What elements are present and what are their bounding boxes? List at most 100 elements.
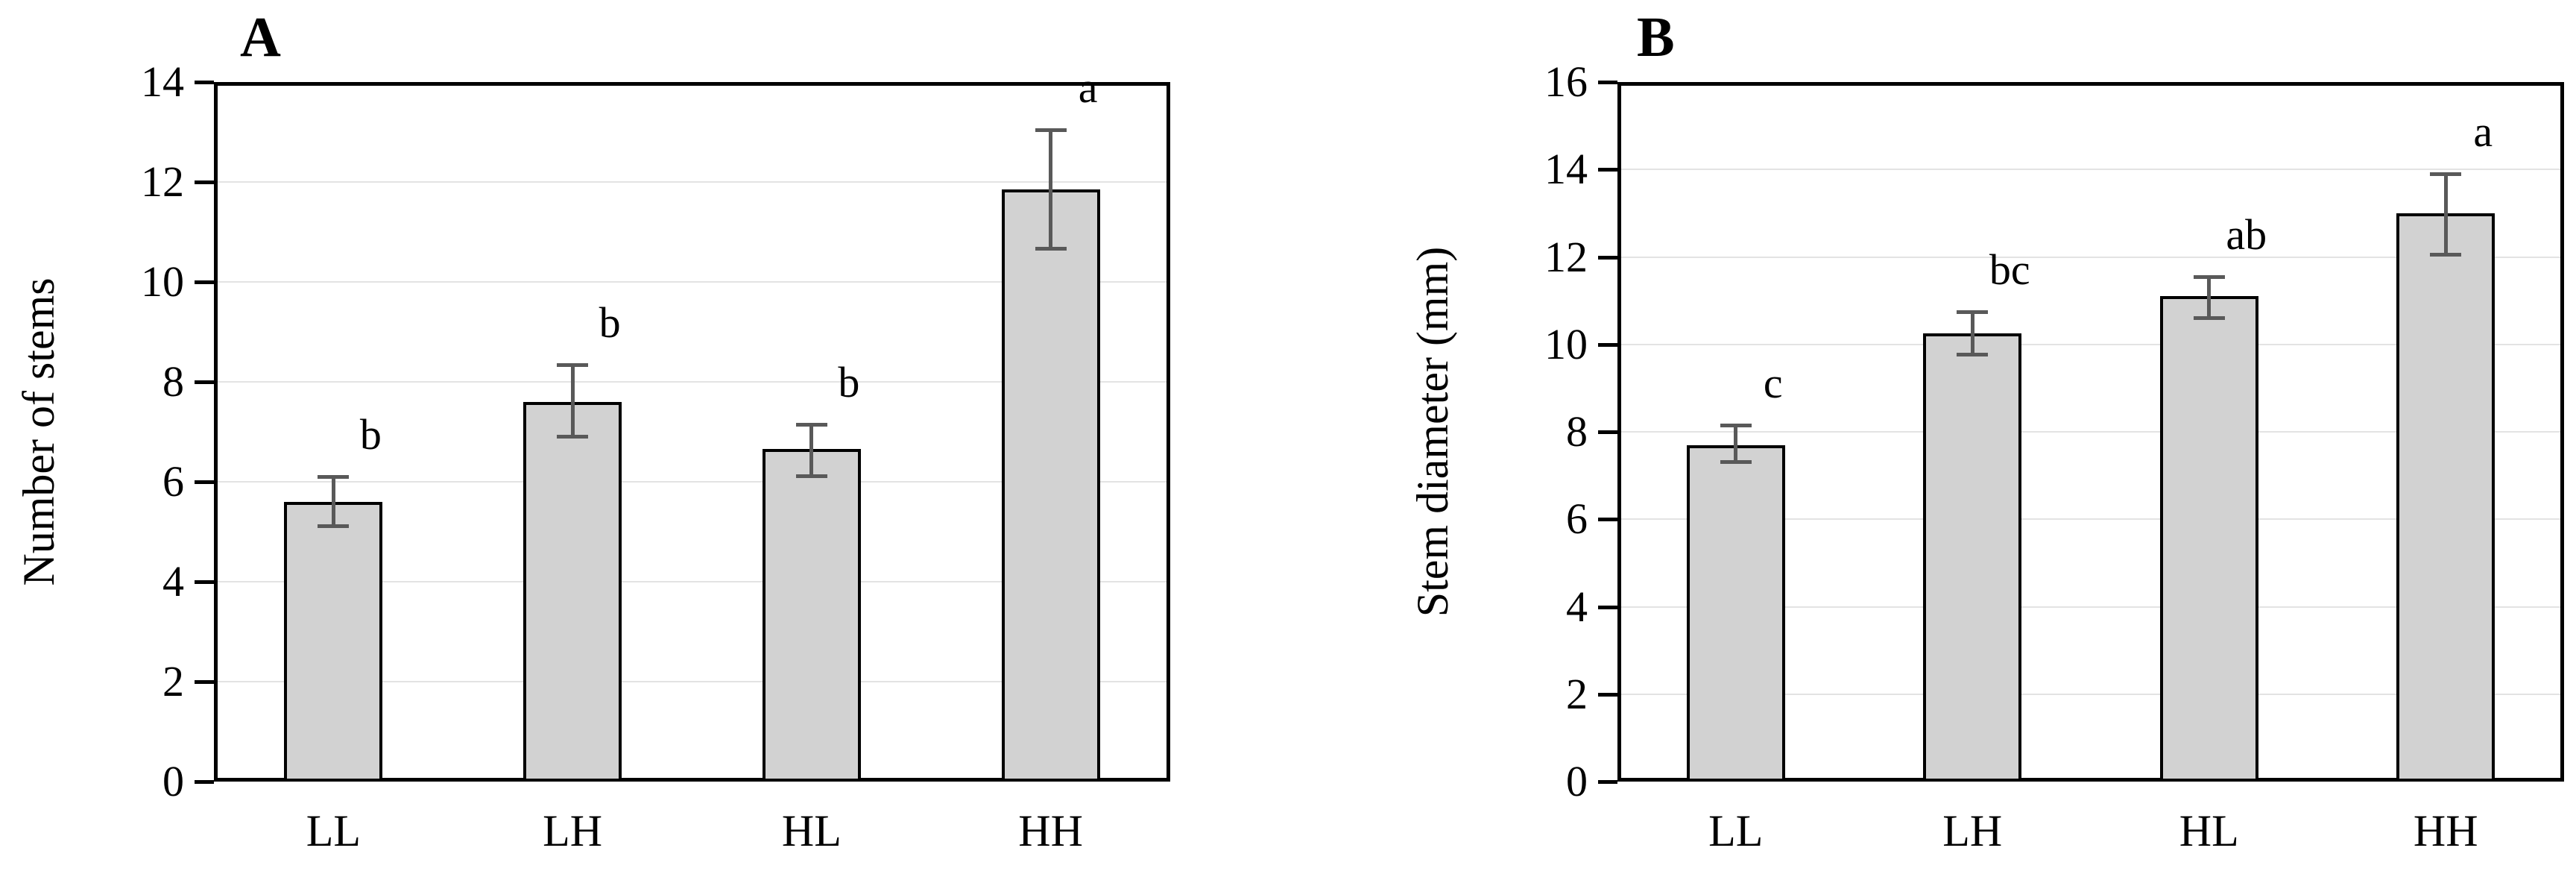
error-cap-bottom-A-LL	[318, 524, 350, 529]
y-tick-B-4	[1598, 605, 1617, 609]
y-tick-A-14	[195, 81, 214, 84]
error-cap-top-B-LH	[1957, 310, 1989, 314]
y-tick-label-B-10: 10	[1544, 319, 1588, 368]
error-bar-B-HH	[2443, 174, 2448, 255]
x-label-B-HL: HL	[2179, 806, 2239, 855]
bar-A-HL	[762, 449, 861, 782]
y-tick-B-2	[1598, 692, 1617, 697]
y-tick-label-B-8: 8	[1566, 407, 1588, 456]
error-bar-A-HL	[809, 424, 814, 477]
y-tick-label-B-0: 0	[1566, 757, 1588, 805]
x-label-A-LL: LL	[306, 806, 362, 855]
bar-B-LL	[1686, 444, 1785, 782]
y-tick-B-8	[1598, 430, 1617, 434]
error-bar-A-HH	[1049, 129, 1053, 250]
error-cap-top-B-HH	[2430, 172, 2462, 177]
y-tick-label-B-2: 2	[1566, 669, 1588, 718]
panel-label-b: B	[1637, 6, 1675, 69]
gridline-A-12	[217, 181, 1167, 183]
error-cap-bottom-B-LH	[1957, 353, 1989, 357]
error-cap-top-A-LL	[318, 475, 350, 480]
y-tick-label-B-16: 16	[1544, 57, 1588, 106]
y-axis-title-b: Stem diameter (mm)	[1408, 246, 1457, 618]
error-cap-top-A-HH	[1035, 128, 1067, 132]
error-bar-B-HL	[2207, 276, 2212, 318]
y-tick-A-8	[195, 380, 214, 384]
error-cap-bottom-B-LL	[1720, 460, 1752, 465]
sig-letter-A-HL: b	[838, 357, 860, 406]
error-cap-bottom-A-LH	[557, 434, 589, 439]
plot-area-A	[214, 82, 1170, 782]
y-tick-A-2	[195, 680, 214, 684]
error-cap-top-B-HL	[2193, 274, 2225, 279]
sig-letter-B-LL: c	[1763, 359, 1783, 408]
error-bar-A-LH	[570, 364, 575, 437]
x-label-A-HH: HH	[1018, 806, 1083, 855]
sig-letter-B-HH: a	[2473, 107, 2493, 157]
y-tick-label-A-8: 8	[162, 357, 184, 406]
error-bar-B-LH	[1970, 311, 1974, 356]
error-cap-bottom-B-HH	[2430, 252, 2462, 257]
y-tick-A-10	[195, 280, 214, 284]
y-tick-A-12	[195, 180, 214, 184]
y-tick-B-14	[1598, 168, 1617, 172]
y-tick-B-12	[1598, 255, 1617, 260]
x-label-B-HH: HH	[2413, 806, 2478, 855]
bar-A-LL	[284, 501, 383, 782]
error-cap-top-B-LL	[1720, 424, 1752, 428]
y-tick-A-6	[195, 480, 214, 484]
gridline-A-6	[217, 481, 1167, 483]
y-tick-B-6	[1598, 518, 1617, 522]
y-tick-B-0	[1598, 780, 1617, 784]
y-tick-B-16	[1598, 81, 1617, 84]
x-label-B-LH: LH	[1942, 806, 2003, 855]
y-tick-label-B-4: 4	[1566, 582, 1588, 631]
gridline-B-6	[1620, 518, 2561, 521]
bar-B-HH	[2396, 213, 2496, 782]
y-tick-A-0	[195, 780, 214, 784]
gridline-B-14	[1620, 169, 2561, 171]
panel-label-a: A	[240, 6, 281, 69]
sig-letter-B-HL: ab	[2226, 210, 2267, 259]
sig-letter-B-LH: bc	[1989, 245, 2030, 294]
bar-A-HH	[1001, 189, 1100, 782]
x-label-A-LH: LH	[543, 806, 603, 855]
x-label-A-HL: HL	[781, 806, 842, 855]
y-tick-B-10	[1598, 342, 1617, 347]
y-tick-label-A-0: 0	[162, 757, 184, 805]
gridline-B-4	[1620, 606, 2561, 608]
error-cap-bottom-A-HH	[1035, 247, 1067, 251]
error-cap-bottom-A-HL	[795, 474, 827, 479]
y-tick-label-A-10: 10	[141, 257, 184, 306]
y-tick-A-4	[195, 580, 214, 584]
gridline-A-8	[217, 381, 1167, 383]
gridline-B-10	[1620, 343, 2561, 345]
error-bar-B-LL	[1734, 425, 1738, 463]
gridline-A-10	[217, 281, 1167, 283]
y-tick-label-A-2: 2	[162, 657, 184, 706]
error-cap-bottom-B-HL	[2193, 315, 2225, 320]
y-axis-title-a: Number of stems	[14, 277, 63, 586]
x-label-B-LL: LL	[1708, 806, 1764, 855]
y-tick-label-A-4: 4	[162, 557, 184, 606]
bar-A-LH	[523, 401, 622, 782]
y-tick-label-A-6: 6	[162, 457, 184, 506]
y-tick-label-B-12: 12	[1544, 232, 1588, 281]
error-bar-A-LL	[331, 477, 335, 527]
gridline-B-8	[1620, 431, 2561, 433]
gridline-A-4	[217, 581, 1167, 582]
y-tick-label-B-6: 6	[1566, 494, 1588, 544]
y-tick-label-B-14: 14	[1544, 145, 1588, 194]
bar-B-HL	[2159, 296, 2258, 782]
gridline-B-2	[1620, 693, 2561, 695]
error-cap-top-A-LH	[557, 362, 589, 367]
sig-letter-A-LL: b	[359, 410, 382, 459]
plot-area-B	[1617, 82, 2564, 782]
error-cap-top-A-HL	[795, 422, 827, 427]
y-tick-label-A-14: 14	[141, 57, 184, 106]
y-tick-label-A-12: 12	[141, 157, 184, 206]
sig-letter-A-LH: b	[599, 298, 621, 347]
bar-B-LH	[1923, 333, 2022, 782]
gridline-B-12	[1620, 256, 2561, 258]
